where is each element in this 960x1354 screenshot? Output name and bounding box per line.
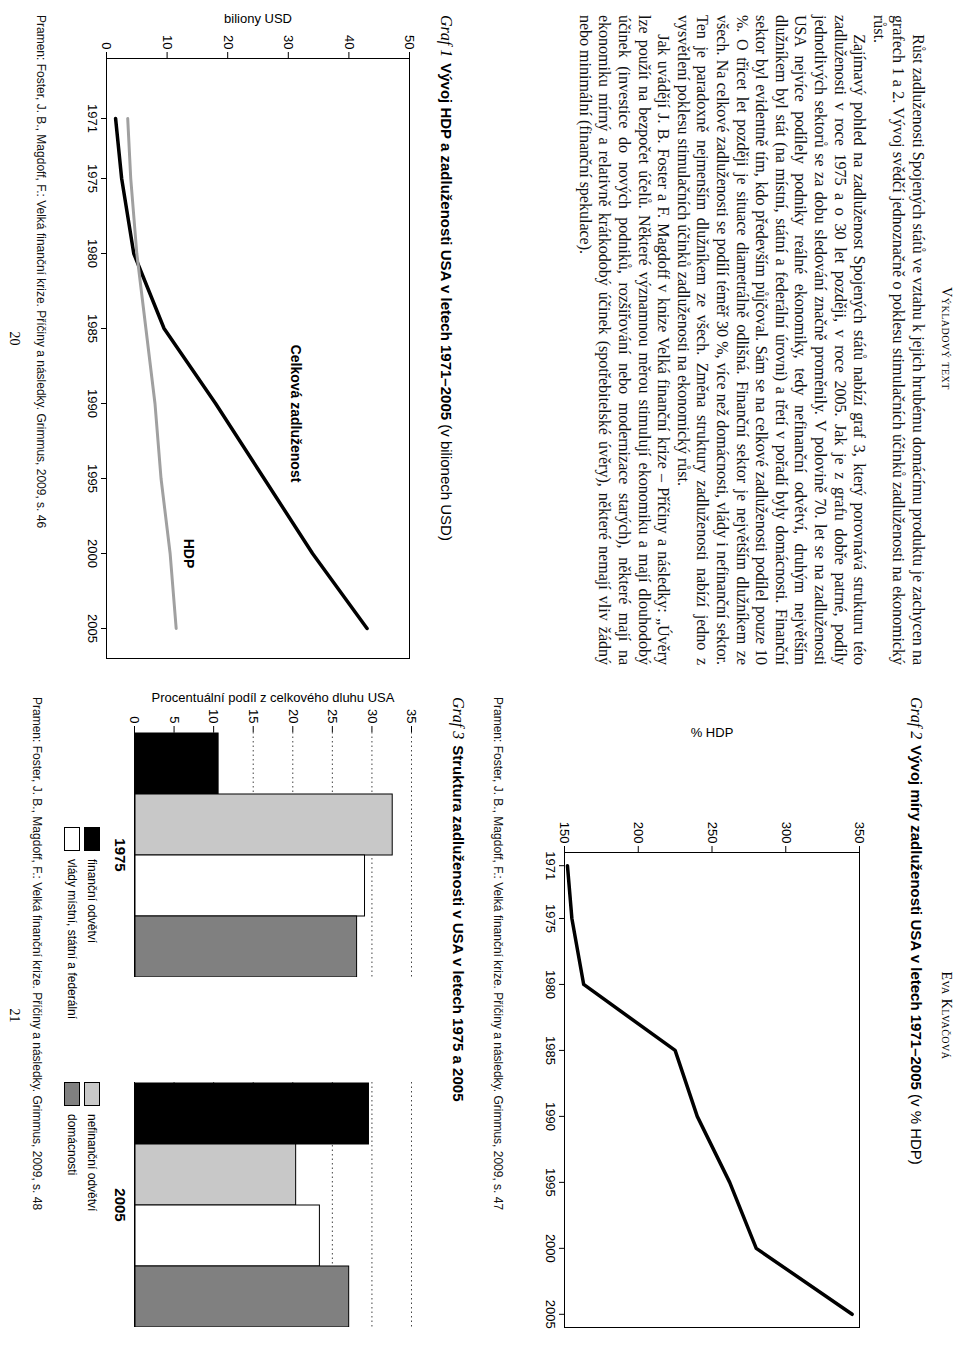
- html-text:Graf 2: Graf 2: [908, 697, 925, 740]
- svg-text:40: 40: [342, 35, 357, 49]
- html-text:21: 21: [7, 1008, 22, 1023]
- svg-text:Celková zadluženost: Celková zadluženost: [288, 345, 304, 483]
- html-text:Pramen: Foster, J. B., Magdoff: Pramen: Foster, J. B., Magdoff, F.: Velk…: [30, 697, 44, 1211]
- html-text:Zajímavý pohled na zadluženost: Zajímavý pohled na zadluženost Spojených…: [674, 15, 869, 665]
- svg-text:10: 10: [206, 709, 221, 723]
- svg-text:1985: 1985: [85, 314, 100, 343]
- svg-text:5: 5: [167, 716, 182, 723]
- html-text:20: 20: [7, 331, 22, 346]
- svg-text:biliony USD: biliony USD: [224, 11, 292, 26]
- svg-text:150: 150: [557, 822, 572, 844]
- svg-text:20: 20: [221, 35, 236, 49]
- svg-text:250: 250: [705, 822, 720, 844]
- svg-text:1990: 1990: [543, 1102, 558, 1131]
- svg-text:2000: 2000: [543, 1234, 558, 1263]
- svg-text:1975: 1975: [85, 164, 100, 193]
- html-text:Struktura zadluženosti v USA v: Struktura zadluženosti v USA v letech 19…: [450, 745, 467, 1102]
- html-text:Výkladový text: Výkladový text: [939, 287, 954, 390]
- svg-text:1971: 1971: [85, 104, 100, 133]
- svg-text:300: 300: [779, 822, 794, 844]
- svg-text:35: 35: [404, 709, 419, 723]
- html-text:Jak uvádějí J. B. Foster a F.: Jak uvádějí J. B. Foster a F. Magdoff v …: [576, 15, 673, 665]
- svg-text:1980: 1980: [85, 239, 100, 268]
- svg-text:1980: 1980: [543, 970, 558, 999]
- html-text:Pramen: Foster, J. B., Magdoff: Pramen: Foster, J. B., Magdoff, F.: Velk…: [491, 697, 505, 1211]
- svg-text:2005: 2005: [543, 1300, 558, 1329]
- svg-text:200: 200: [631, 822, 646, 844]
- html-text:(v bilionech USD): (v bilionech USD): [438, 420, 455, 541]
- svg-text:% HDP: % HDP: [691, 725, 734, 740]
- svg-text:1975: 1975: [543, 904, 558, 933]
- html-text:vlády místní, státní a federál: vlády místní, státní a federální: [65, 859, 79, 1020]
- svg-text:1971: 1971: [543, 851, 558, 880]
- html-text:domácnosti: domácnosti: [65, 1114, 79, 1176]
- html-text:Graf 3: Graf 3: [450, 697, 467, 740]
- svg-text:2000: 2000: [85, 539, 100, 568]
- svg-text:1995: 1995: [85, 464, 100, 493]
- html-text:Vývoj HDP a zadluženosti USA v: Vývoj HDP a zadluženosti USA v letech 19…: [438, 63, 455, 421]
- svg-text:30: 30: [281, 35, 296, 49]
- svg-text:350: 350: [852, 822, 867, 844]
- svg-text:20: 20: [286, 709, 301, 723]
- svg-text:25: 25: [325, 709, 340, 723]
- svg-text:0: 0: [127, 716, 142, 723]
- svg-text:30: 30: [365, 709, 380, 723]
- html-text:(v % HDP): (v % HDP): [908, 1089, 925, 1165]
- svg-text:Procentuální podíl z celkového: Procentuální podíl z celkového dluhu USA: [152, 690, 395, 705]
- html-text:finanční odvětví: finanční odvětví: [85, 859, 99, 944]
- svg-text:1990: 1990: [85, 389, 100, 418]
- svg-text:1995: 1995: [543, 1168, 558, 1197]
- html-text:Graf 1: Graf 1: [438, 15, 455, 58]
- svg-text:10: 10: [160, 35, 175, 49]
- svg-text:1985: 1985: [543, 1036, 558, 1065]
- html-text:Eva Klvačová: Eva Klvačová: [939, 971, 954, 1060]
- html-text:Vývoj míry zadluženosti USA v: Vývoj míry zadluženosti USA v letech 197…: [908, 745, 925, 1090]
- html-text:Růst zadluženosti Spojených st: Růst zadluženosti Spojených států ve vzt…: [870, 15, 927, 665]
- svg-text:HDP: HDP: [181, 539, 197, 569]
- svg-text:1975: 1975: [112, 838, 129, 871]
- svg-text:2005: 2005: [112, 1188, 129, 1221]
- html-text:Pramen: Foster, J. B., Magdoff: Pramen: Foster, J. B., Magdoff, F.: Velk…: [34, 15, 48, 529]
- svg-text:50: 50: [402, 35, 417, 49]
- html-text:nefinanční odvětví: nefinanční odvětví: [85, 1114, 99, 1212]
- svg-text:0: 0: [99, 42, 114, 49]
- svg-text:2005: 2005: [85, 614, 100, 643]
- svg-text:15: 15: [246, 709, 261, 723]
